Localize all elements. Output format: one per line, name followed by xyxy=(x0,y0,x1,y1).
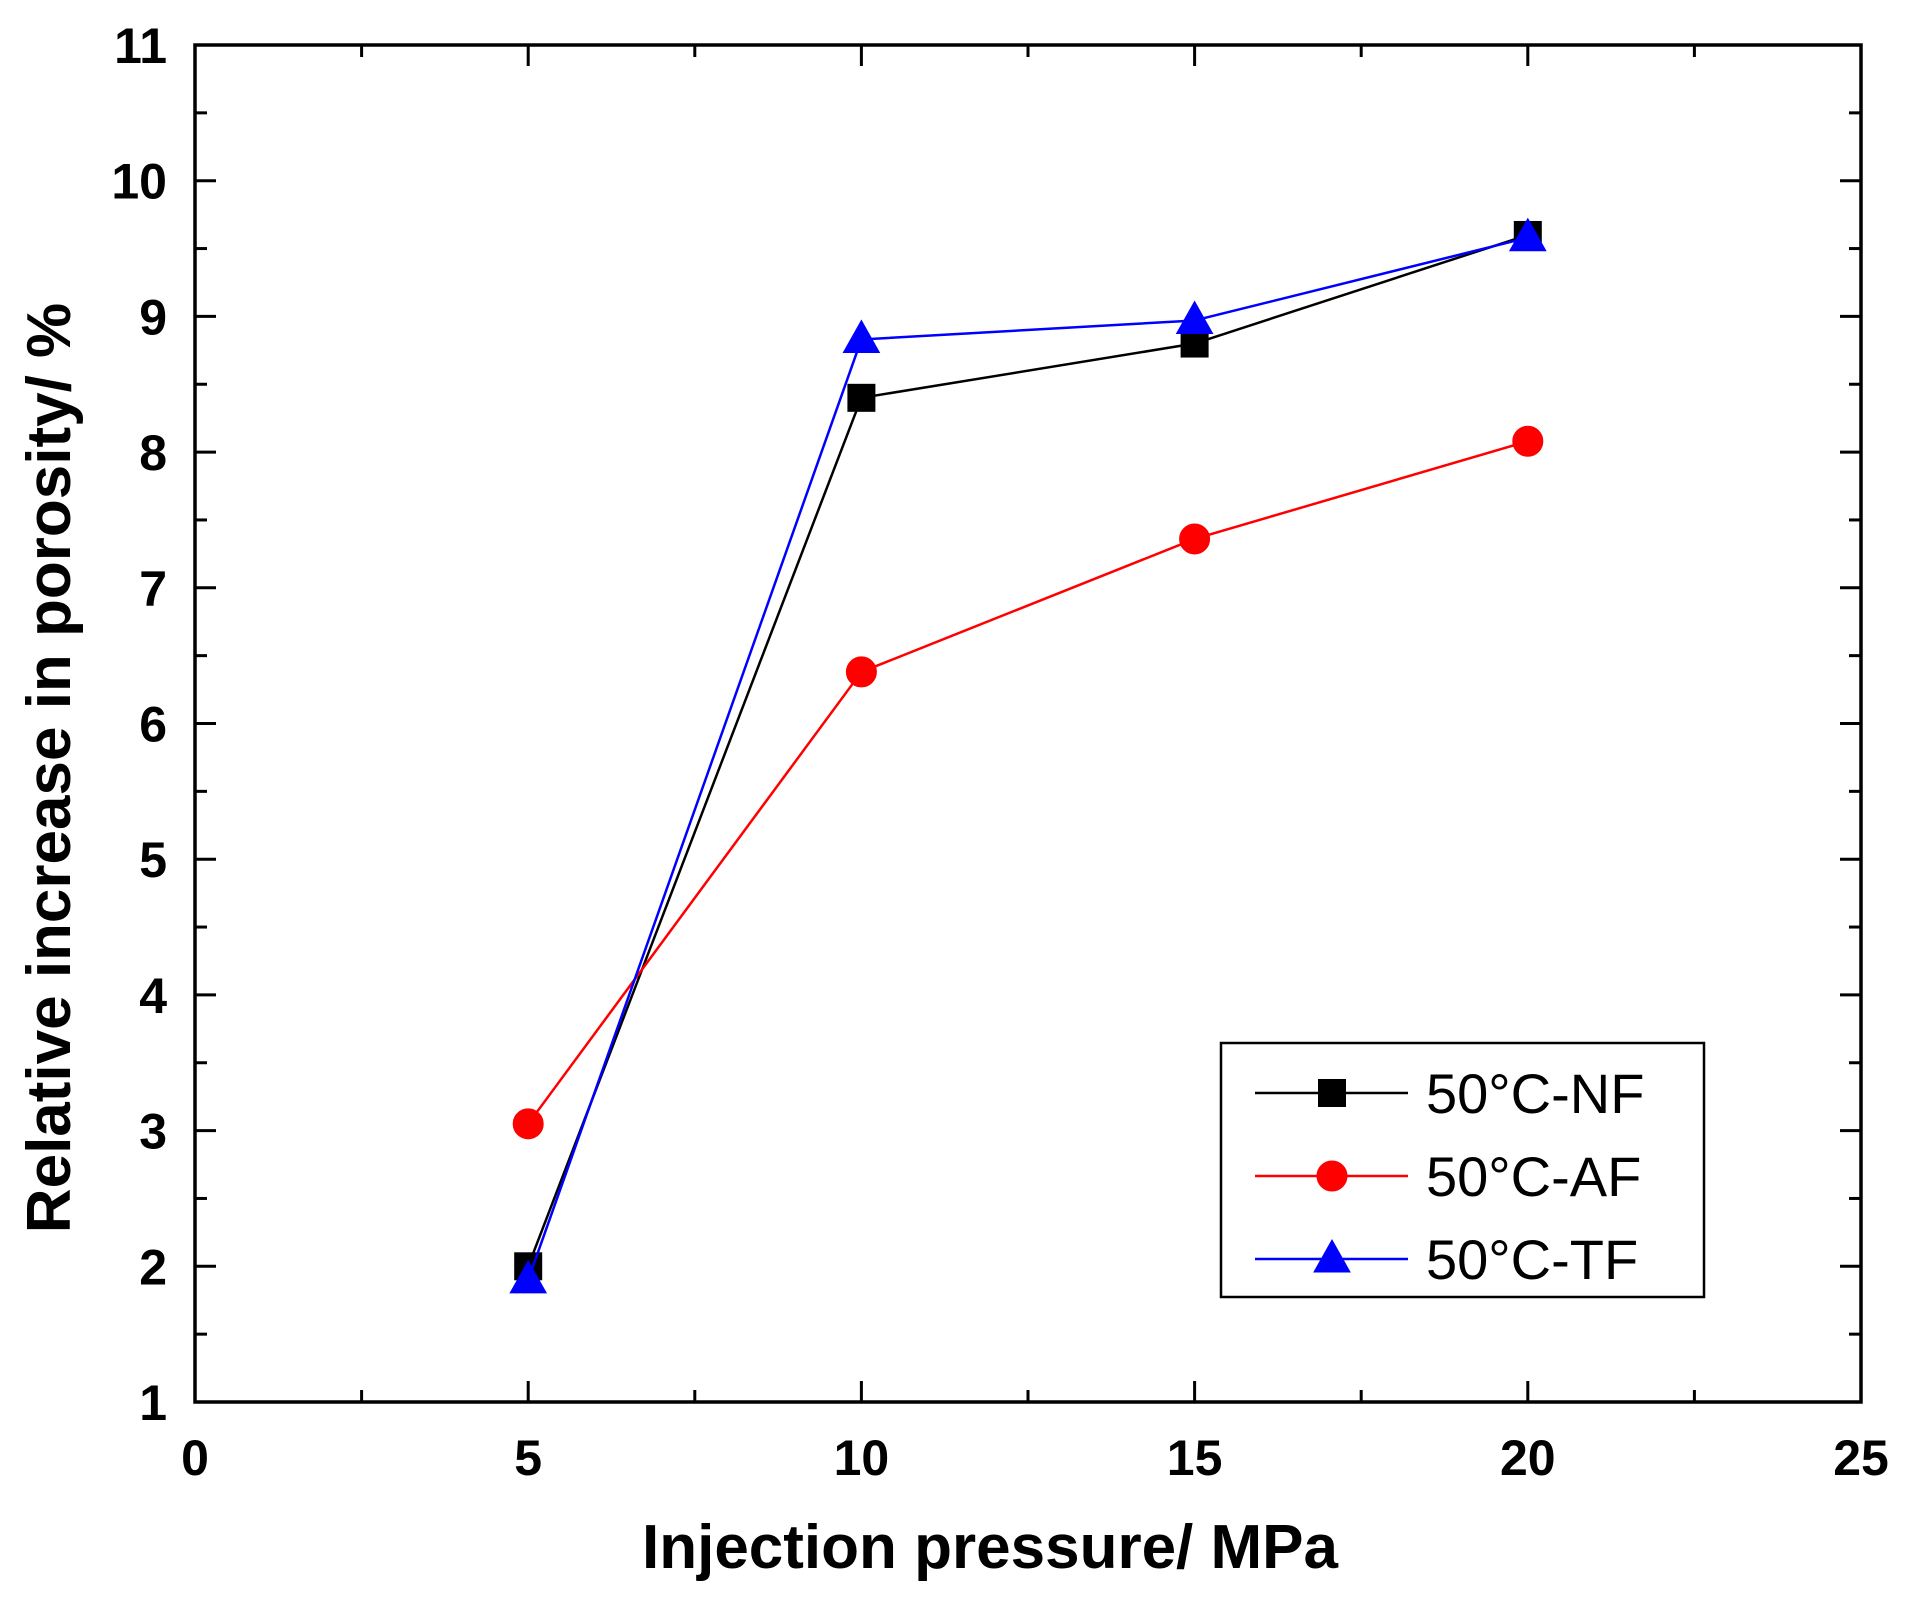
series-50-c-tf-marker xyxy=(1175,300,1214,334)
series-50-c-tf-marker xyxy=(842,319,881,353)
legend-box xyxy=(1219,1041,1706,1299)
legend-entry-50-c-tf: 50°C-TF xyxy=(1255,1228,1638,1291)
y-axis-label: Relative increase in porosity/ % xyxy=(15,303,84,1233)
y-tick-label: 11 xyxy=(114,18,167,74)
y-tick-label: 4 xyxy=(139,968,167,1024)
series-50-c-af xyxy=(512,425,1544,1140)
y-tick-label: 7 xyxy=(139,561,167,617)
legend-marker-50-c-af xyxy=(1316,1160,1348,1192)
x-tick-label: 0 xyxy=(181,1430,209,1486)
plot-frame xyxy=(193,43,1863,1404)
x-axis-label: Injection pressure/ MPa xyxy=(642,1513,1339,1582)
series-50-c-af-marker xyxy=(1512,425,1544,457)
y-tick-label: 5 xyxy=(139,832,167,888)
legend-entry-50-c-nf: 50°C-NF xyxy=(1255,1062,1644,1125)
y-tick-label: 9 xyxy=(139,289,167,345)
x-tick-label: 20 xyxy=(1500,1430,1556,1486)
legend-entry-50-c-af: 50°C-AF xyxy=(1255,1145,1641,1208)
y-tick-label: 1 xyxy=(139,1375,167,1431)
series-50-c-nf-marker xyxy=(1180,329,1209,358)
y-tick-label: 8 xyxy=(139,425,167,481)
legend-label-50-c-tf: 50°C-TF xyxy=(1426,1228,1638,1291)
axis-tick-labels: 0 5 10 15 20 25 1 2 3 4 5 6 7 8 9 10 11 xyxy=(111,18,1888,1486)
y-tick-label: 10 xyxy=(111,154,167,210)
series-50-c-tf-marker xyxy=(1508,217,1547,252)
series-50-c-af-line xyxy=(527,440,1529,1125)
x-tick-label: 5 xyxy=(514,1430,542,1486)
y-tick-label: 3 xyxy=(139,1104,167,1160)
series-50-c-tf xyxy=(509,217,1547,1294)
series-50-c-tf-line xyxy=(527,236,1529,1281)
x-tick-label: 10 xyxy=(834,1430,890,1486)
data-series xyxy=(509,217,1547,1294)
series-50-c-af-marker xyxy=(1179,523,1211,555)
series-50-c-af-marker xyxy=(512,1108,544,1140)
legend-label-50-c-nf: 50°C-NF xyxy=(1426,1062,1644,1125)
x-tick-label: 25 xyxy=(1833,1430,1889,1486)
series-50-c-af-marker xyxy=(845,656,877,688)
legend-label-50-c-af: 50°C-AF xyxy=(1426,1145,1641,1208)
series-50-c-nf-line xyxy=(527,233,1529,1267)
x-tick-label: 15 xyxy=(1167,1430,1223,1486)
y-tick-label: 6 xyxy=(139,697,167,753)
legend-marker-50-c-tf xyxy=(1313,1238,1351,1273)
y-tick-label: 2 xyxy=(139,1239,167,1295)
legend: 50°C-NF 50°C-AF 50°C-TF xyxy=(1219,1041,1706,1299)
series-50-c-nf-marker xyxy=(847,383,876,412)
series-50-c-tf-marker xyxy=(509,1259,548,1294)
legend-marker-50-c-nf xyxy=(1318,1079,1346,1107)
